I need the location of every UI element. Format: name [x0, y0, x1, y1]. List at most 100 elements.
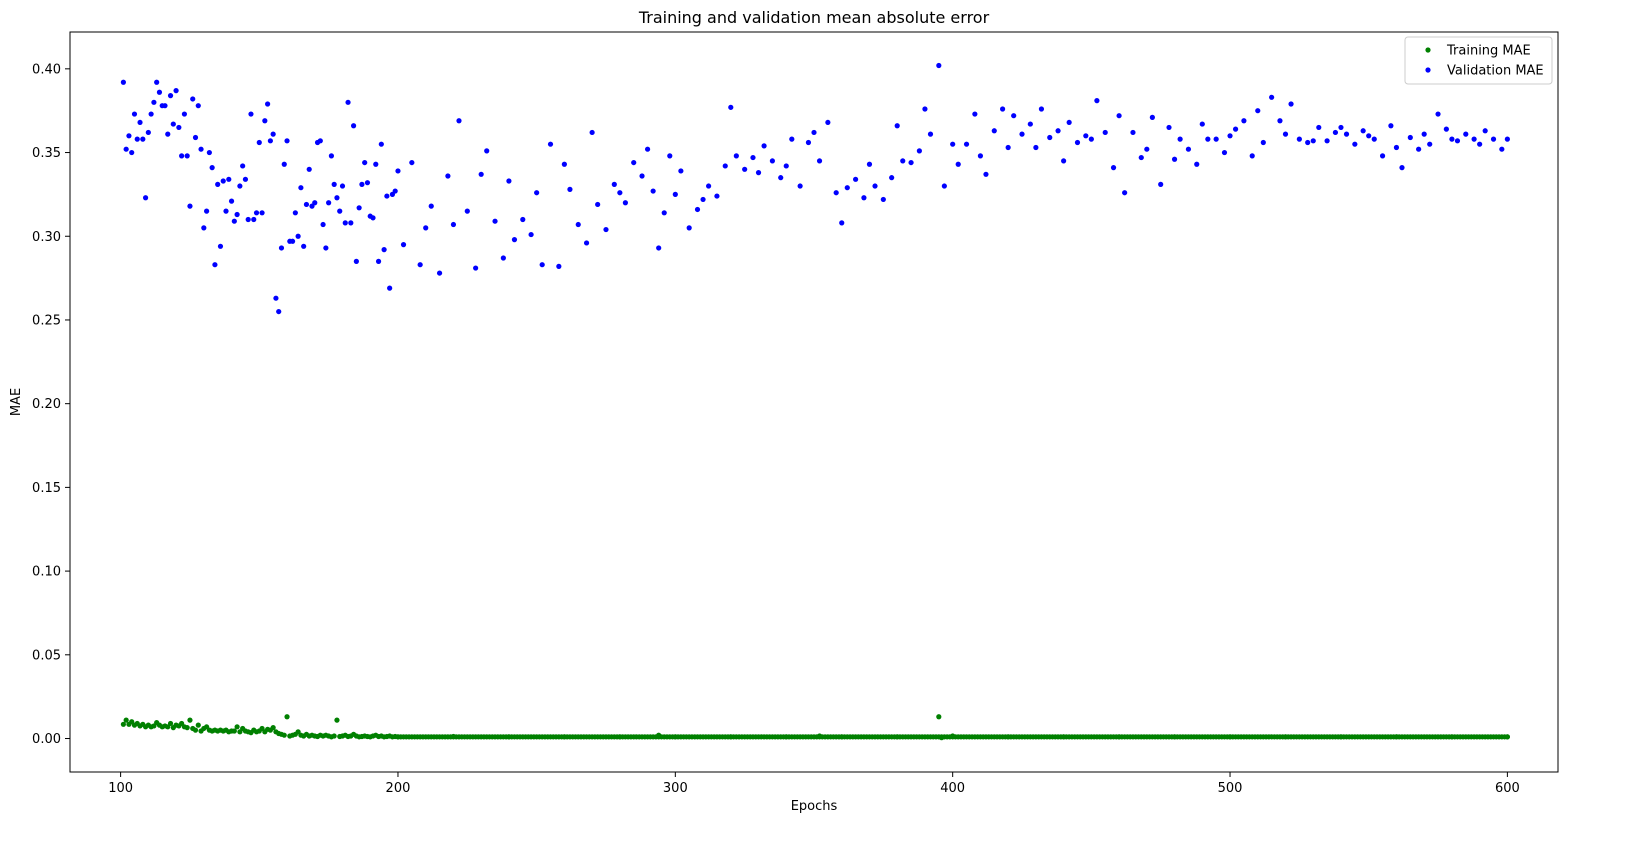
data-point [769, 158, 776, 164]
data-point [1407, 134, 1413, 141]
data-point [908, 159, 914, 166]
data-point [656, 245, 662, 251]
data-point [209, 165, 215, 171]
data-point [1463, 131, 1469, 137]
data-point [1296, 136, 1302, 142]
data-point [1199, 121, 1205, 127]
data-point [192, 134, 199, 141]
data-point [484, 148, 490, 154]
data-point [520, 216, 526, 223]
data-point [853, 176, 859, 182]
data-point [1185, 146, 1192, 152]
data-point [251, 216, 257, 223]
data-point [190, 96, 196, 102]
data-point [1171, 156, 1178, 162]
data-point [1166, 124, 1172, 131]
legend-label: Training MAE [1446, 44, 1531, 59]
data-point [170, 121, 176, 127]
data-point [184, 725, 190, 731]
data-point [861, 195, 867, 201]
data-point [1393, 144, 1400, 151]
data-point [165, 131, 171, 137]
data-point [464, 208, 470, 214]
data-point [678, 168, 684, 174]
data-point [1471, 136, 1477, 142]
ticks-layer: 100 200 300 400 500 600 0.00 0.05 0.10 0.15 0.20 0.… [32, 62, 1520, 796]
data-point [556, 263, 562, 269]
data-point [639, 173, 645, 179]
data-point [611, 181, 617, 187]
data-point [364, 180, 371, 186]
data-point [320, 221, 326, 228]
data-point [1047, 134, 1053, 141]
data-point [1366, 133, 1372, 139]
data-point [1416, 146, 1422, 152]
data-point [245, 216, 251, 223]
data-point [1399, 165, 1405, 171]
data-point [1260, 139, 1266, 146]
data-point [276, 308, 282, 315]
data-point [889, 175, 895, 181]
data-point [267, 138, 273, 144]
data-point [706, 183, 712, 189]
data-point [126, 133, 132, 139]
data-point [1144, 146, 1150, 152]
data-point [950, 141, 956, 147]
data-point [145, 129, 151, 136]
data-point [370, 215, 376, 221]
data-point [289, 238, 296, 244]
data-point [123, 146, 129, 152]
data-point [179, 153, 185, 159]
data-point [977, 153, 984, 159]
data-point [575, 221, 581, 228]
data-point [603, 226, 609, 233]
data-point [844, 185, 850, 191]
data-point [350, 123, 357, 129]
data-point [805, 139, 812, 146]
data-point [1130, 129, 1136, 136]
data-point [1000, 106, 1006, 112]
data-point [270, 725, 276, 731]
data-point [783, 163, 789, 169]
data-point [1421, 131, 1427, 137]
x-tick-label: 500 [1218, 781, 1243, 796]
data-point [797, 183, 803, 189]
data-point [1255, 108, 1261, 114]
y-tick-label: 0.20 [32, 397, 61, 412]
data-point [353, 258, 359, 264]
data-point [1249, 153, 1255, 159]
data-point [631, 159, 637, 166]
legend-marker [1425, 47, 1431, 53]
data-point [212, 262, 218, 268]
data-point [120, 79, 126, 85]
data-point [1310, 138, 1316, 144]
data-point [1027, 121, 1033, 127]
data-point [148, 111, 154, 117]
data-point [167, 93, 174, 99]
data-point [622, 200, 629, 206]
data-point [1435, 111, 1441, 117]
data-point [922, 106, 928, 112]
data-point [506, 178, 512, 184]
data-point [1158, 181, 1164, 187]
y-tick-label: 0.25 [32, 313, 61, 328]
data-point [456, 118, 462, 124]
data-point [129, 149, 135, 156]
data-point [417, 262, 423, 268]
data-point [667, 153, 673, 159]
data-point [201, 225, 207, 231]
data-point [270, 131, 276, 137]
data-point [140, 136, 146, 142]
data-point [650, 188, 656, 194]
data-point [326, 200, 332, 206]
data-point [215, 181, 221, 187]
data-point [181, 111, 188, 117]
data-point [301, 243, 307, 249]
data-point [742, 166, 748, 172]
data-point [1102, 129, 1108, 136]
data-point [359, 181, 365, 187]
data-point [428, 203, 434, 209]
data-point [561, 161, 567, 167]
data-point [1074, 139, 1081, 146]
data-point [253, 210, 260, 216]
